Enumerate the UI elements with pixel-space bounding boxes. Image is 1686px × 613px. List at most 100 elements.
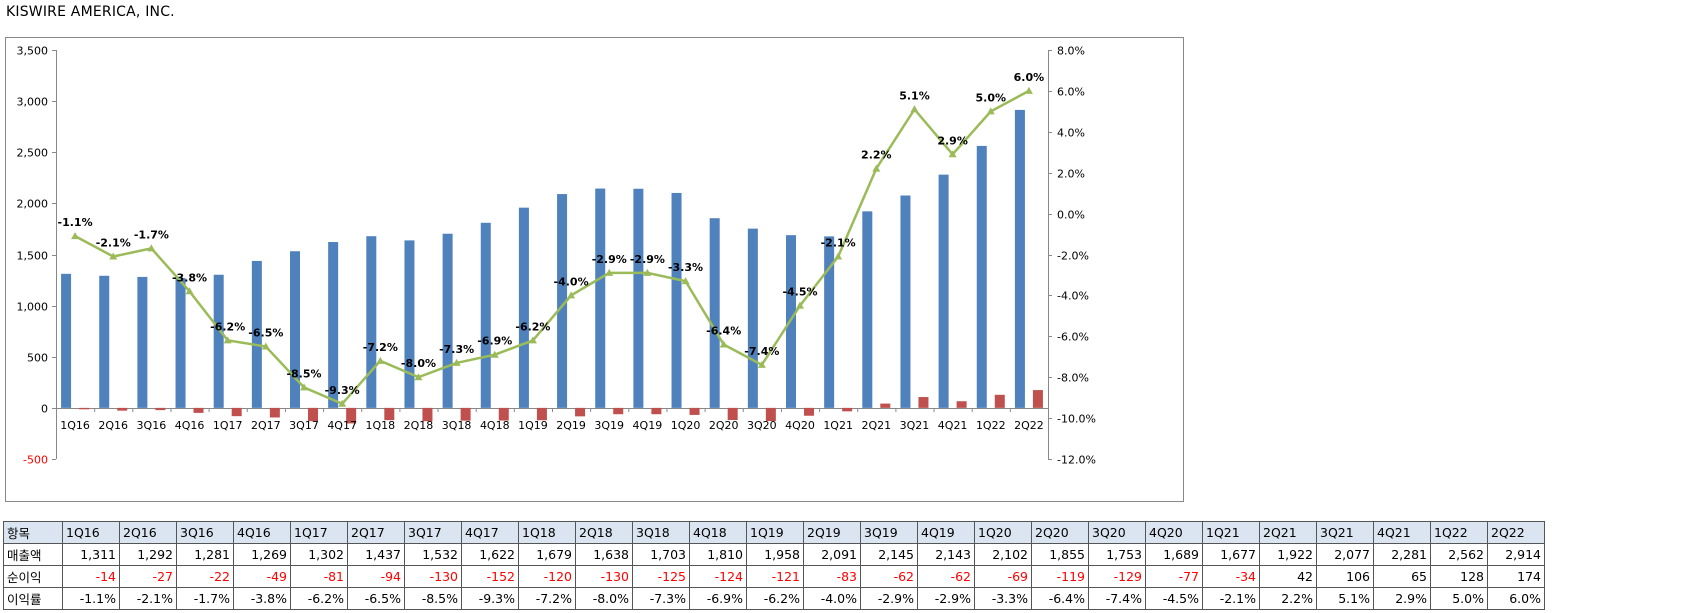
table-cell: 2Q21 <box>1259 521 1317 544</box>
table-cell: 1,958 <box>746 543 804 566</box>
table-cell: 1,292 <box>119 543 177 566</box>
table-row-header: 항목 1Q16 2Q16 3Q16 4Q16 1Q17 2Q17 3Q17 4Q17 1Q18 2Q… <box>3 521 1545 544</box>
table-cell: 5.0% <box>1430 587 1488 610</box>
margin-data-label: -4.5% <box>782 286 817 299</box>
profit-bar <box>79 407 90 410</box>
profit-bar <box>308 407 318 422</box>
left-axis: -500 0 500 1,000 1,500 2,000 2,500 3,000 3,500 <box>17 45 57 467</box>
category-labels: 1Q16 2Q16 3Q16 4Q16 1Q17 2Q17 3Q17 4Q17 1Q18 2Q18… <box>60 419 1044 432</box>
table-cell: 4Q21 <box>1373 521 1431 544</box>
table-cell: 1,269 <box>233 543 291 566</box>
category-label: 4Q19 <box>633 419 663 432</box>
table-cell: -124 <box>689 565 747 588</box>
profit-bar <box>689 407 700 415</box>
table-cell: -130 <box>575 565 633 588</box>
margin-marker <box>872 164 881 172</box>
profit-bar <box>231 407 242 417</box>
data-table: 항목 1Q16 2Q16 3Q16 4Q16 1Q17 2Q17 3Q17 4Q17 1Q18 2Q… <box>3 521 1545 610</box>
chart-area-border <box>5 37 1184 502</box>
margin-marker <box>376 356 385 364</box>
margin-marker <box>490 350 499 358</box>
revenue-bar <box>251 260 262 408</box>
margin-data-label: 2.9% <box>937 134 968 147</box>
revenue-bar <box>557 194 568 408</box>
revenue-bar <box>175 278 186 408</box>
table-cell: -8.0% <box>575 587 633 610</box>
margin-marker <box>109 252 118 260</box>
category-label: 1Q21 <box>823 419 853 432</box>
table-cell: 1,855 <box>1031 543 1089 566</box>
margin-line <box>74 89 1030 406</box>
category-label: 1Q17 <box>213 419 243 432</box>
margin-data-label: -6.2% <box>210 320 245 333</box>
profit-bar <box>613 407 624 415</box>
right-tick-label: -6.0% <box>1057 331 1089 344</box>
margin-marker <box>528 336 537 344</box>
margin-marker <box>1024 86 1033 94</box>
revenue-bar <box>442 233 453 408</box>
table-cell: 1Q21 <box>1202 521 1260 544</box>
table-cell: 1,302 <box>290 543 348 566</box>
table-cell: 2Q20 <box>1031 521 1089 544</box>
table-cell: 3Q17 <box>404 521 462 544</box>
margin-marker <box>300 383 308 391</box>
table-cell: 2,914 <box>1487 543 1545 566</box>
category-label: 4Q16 <box>175 419 205 432</box>
profit-bar <box>269 407 280 418</box>
table-cell: 1,532 <box>404 543 462 566</box>
table-cell: 65 <box>1373 565 1431 588</box>
left-tick-label: 3,500 <box>17 45 49 58</box>
margin-marker <box>567 291 576 299</box>
table-cell: 3Q16 <box>176 521 234 544</box>
table-cell: -69 <box>974 565 1032 588</box>
table-cell: 1Q20 <box>974 521 1032 544</box>
table-cell: -119 <box>1031 565 1089 588</box>
right-tick-label: 0.0% <box>1057 209 1085 222</box>
table-cell: 2,102 <box>974 543 1032 566</box>
category-label: 3Q19 <box>594 419 624 432</box>
revenue-bar <box>938 174 949 408</box>
profit-bar <box>536 407 547 421</box>
left-tick-label: 500 <box>27 352 48 365</box>
table-cell: -6.9% <box>689 587 747 610</box>
margin-marker <box>643 268 652 276</box>
left-tick-label: 1,500 <box>17 250 49 263</box>
table-row-label: 매출액 <box>3 543 63 566</box>
table-cell: 2.2% <box>1259 587 1317 610</box>
category-label: 1Q22 <box>976 419 1006 432</box>
table-cell: -6.2% <box>746 587 804 610</box>
table-cell: -6.5% <box>347 587 405 610</box>
right-tick-label: -4.0% <box>1057 290 1089 303</box>
table-cell: -152 <box>461 565 519 588</box>
table-row-label: 항목 <box>3 521 63 544</box>
revenue-bar <box>61 273 72 408</box>
margin-marker <box>681 277 690 285</box>
margin-marker <box>185 287 194 295</box>
left-tick-label: 3,000 <box>17 96 49 109</box>
profit-bar <box>727 407 738 421</box>
line-series: -1.1%-2.1%-1.7%-3.8%-6.2% -6.5%-8.5%-9.3%… <box>58 71 1044 407</box>
table-cell: -77 <box>1145 565 1203 588</box>
category-label: 1Q18 <box>365 419 395 432</box>
right-tick-label: 4.0% <box>1057 127 1085 140</box>
margin-data-label: -7.2% <box>363 341 398 354</box>
profit-bar <box>155 407 166 411</box>
table-cell: -7.4% <box>1088 587 1146 610</box>
margin-marker <box>338 399 347 407</box>
revenue-bar <box>1014 109 1025 408</box>
margin-data-label: -3.3% <box>668 261 703 274</box>
category-label: 2Q18 <box>404 419 434 432</box>
profit-bar <box>1032 390 1043 408</box>
table-cell: 42 <box>1259 565 1317 588</box>
table-cell: 1Q22 <box>1430 521 1488 544</box>
revenue-bar <box>213 274 224 408</box>
margin-marker <box>223 336 232 344</box>
margin-data-label: -7.3% <box>439 343 474 356</box>
table-cell: -121 <box>746 565 804 588</box>
profit-bar <box>994 394 1005 408</box>
table-row-profit: 순이익 -14 -27 -22 -49 -81 -94 -130 -152 -120 -130 -12… <box>3 565 1545 588</box>
margin-marker <box>719 340 728 348</box>
table-cell: -7.2% <box>518 587 576 610</box>
profit-bar <box>498 407 509 421</box>
table-cell: 2,143 <box>917 543 975 566</box>
